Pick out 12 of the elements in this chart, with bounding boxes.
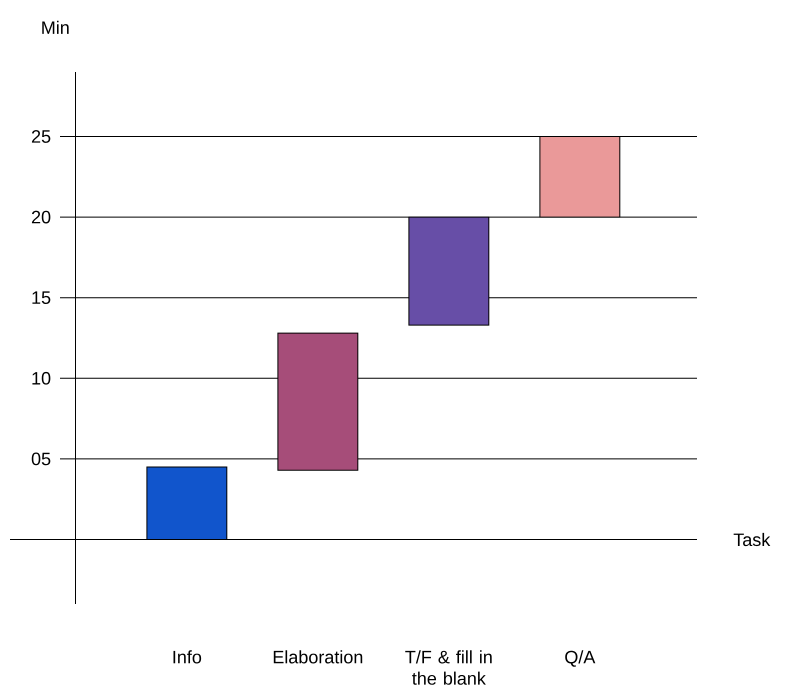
x-tick-label: T/F & fill in the blank — [405, 650, 492, 685]
x-tick-label: Elaboration — [274, 650, 362, 664]
y-tick-label: 15 — [32, 292, 50, 304]
y-axis-title: Min — [42, 20, 69, 34]
y-tick-label: 05 — [32, 452, 50, 466]
x-tick-label: Info — [173, 650, 202, 664]
y-tick-label: 25 — [32, 130, 50, 143]
x-tick-label: Q/A — [565, 650, 596, 667]
y-tick-label: 20 — [32, 210, 50, 224]
bar — [408, 216, 490, 326]
x-axis-title: Task — [734, 533, 770, 546]
y-tick-label: 10 — [32, 372, 50, 385]
